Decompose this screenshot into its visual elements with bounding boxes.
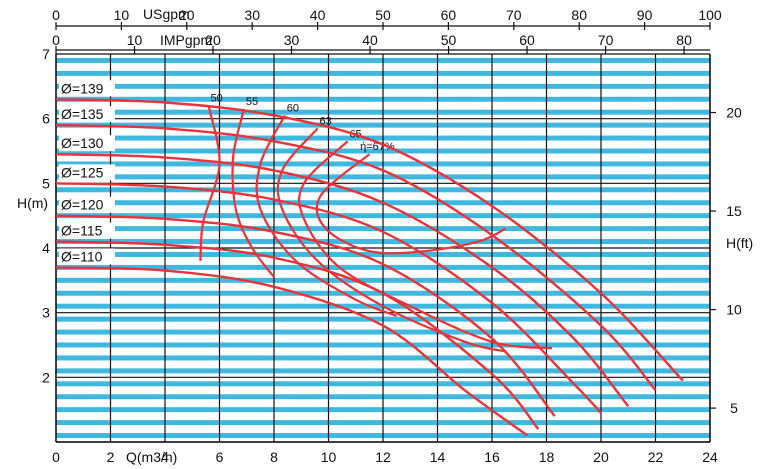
efficiency-label: 60 — [287, 102, 299, 114]
efficiency-contour — [297, 140, 553, 350]
impgpm-tick-label: 50 — [441, 32, 457, 48]
impgpm-tick-label: 20 — [205, 32, 221, 48]
diameter-label: Ø=120 — [61, 197, 104, 213]
impgpm-tick-label: 30 — [284, 32, 300, 48]
diameter-label-bg — [59, 196, 115, 213]
usgpm-tick-label: 10 — [114, 7, 130, 23]
diameter-label: Ø=115 — [61, 223, 103, 239]
tick-labels: 0 10 20 30 40 50 60 70 80 90 100 0 10 20 30 40 50 60 70 80 0… — [42, 7, 742, 465]
diameter-label: Ø=110 — [61, 248, 103, 264]
impgpm-tick-label: 70 — [598, 32, 614, 48]
efficiency-label: 50 — [210, 93, 222, 105]
efficiency-contour — [255, 114, 398, 317]
impgpm-tick-label: 10 — [127, 32, 143, 48]
x-tick-label: 0 — [52, 449, 60, 465]
diameter-label-bg — [59, 135, 115, 152]
usgpm-tick-label: 0 — [52, 7, 60, 23]
usgpm-tick-label: 90 — [637, 7, 653, 23]
diameter-label-bg — [59, 248, 115, 265]
head-curve — [55, 266, 529, 437]
y-axis-label-left: H(m) — [17, 195, 48, 211]
usgpm-tick-label: 80 — [571, 7, 587, 23]
y-left-tick-label: 2 — [42, 369, 50, 385]
efficiency-label: 55 — [246, 96, 258, 108]
x-tick-label: 6 — [216, 449, 224, 465]
top-axis-label-usgpm: USgpm — [143, 6, 190, 22]
y-left-tick-label: 4 — [42, 240, 50, 256]
efficiency-contour — [231, 108, 275, 278]
head-curve — [55, 182, 602, 414]
efficiency-contour — [199, 105, 221, 261]
x-tick-label: 4 — [161, 449, 169, 465]
diameter-label: Ø=135 — [61, 106, 104, 122]
y-left-tick-label: 7 — [42, 46, 50, 62]
usgpm-tick-label: 70 — [506, 7, 522, 23]
impgpm-tick-label: 40 — [362, 32, 378, 48]
usgpm-tick-label: 50 — [375, 7, 391, 23]
impgpm-tick-label: 60 — [519, 32, 535, 48]
diameter-label: Ø=125 — [61, 164, 104, 180]
x-tick-label: 24 — [702, 449, 718, 465]
head-curve — [55, 214, 556, 417]
x-tick-label: 18 — [539, 449, 555, 465]
head-curves: Ø=139 Ø=135 Ø=130 Ø=125 Ø=120 Ø=115 Ø=110 — [55, 80, 684, 437]
x-tick-label: 12 — [375, 449, 391, 465]
top-axis-label-impgpm: IMPgpm — [160, 32, 212, 48]
y-left-tick-label: 3 — [42, 305, 50, 321]
y-right-tick-label: 15 — [726, 203, 742, 219]
x-tick-label: 16 — [484, 449, 500, 465]
head-curve — [55, 123, 657, 392]
x-tick-label: 10 — [321, 449, 337, 465]
x-tick-label: 8 — [270, 449, 278, 465]
x-axis-label: Q(m3/h) — [126, 449, 177, 465]
diameter-label-bg — [59, 106, 115, 123]
diameter-label: Ø=130 — [61, 135, 104, 151]
efficiency-contour — [315, 153, 507, 255]
head-curve — [55, 98, 684, 382]
y-right-tick-label: 20 — [726, 105, 742, 121]
efficiency-contour — [276, 127, 506, 353]
usgpm-tick-label: 100 — [698, 7, 722, 23]
head-curve — [55, 240, 540, 430]
head-curve — [55, 153, 630, 408]
impgpm-tick-label: 0 — [52, 32, 60, 48]
y-left-tick-label: 6 — [42, 111, 50, 127]
x-tick-label: 2 — [107, 449, 115, 465]
usgpm-tick-label: 30 — [244, 7, 260, 23]
x-tick-label: 14 — [430, 449, 446, 465]
diameter-label-bg — [59, 80, 115, 97]
diameter-label-bg — [59, 222, 115, 239]
impgpm-tick-label: 80 — [676, 32, 692, 48]
y-right-tick-label: 10 — [726, 302, 742, 318]
y-right-tick-label: 5 — [730, 400, 738, 416]
diameter-label-bg — [59, 164, 115, 181]
y-axis-label-right: H(ft) — [726, 235, 753, 251]
y-left-tick-label: 5 — [42, 175, 50, 191]
x-tick-label: 22 — [648, 449, 664, 465]
diameter-label: Ø=139 — [61, 80, 104, 96]
x-tick-label: 20 — [593, 449, 609, 465]
usgpm-tick-label: 60 — [441, 7, 457, 23]
usgpm-tick-label: 20 — [179, 7, 195, 23]
usgpm-tick-label: 40 — [310, 7, 326, 23]
efficiency-label: ή=67% — [360, 141, 395, 153]
